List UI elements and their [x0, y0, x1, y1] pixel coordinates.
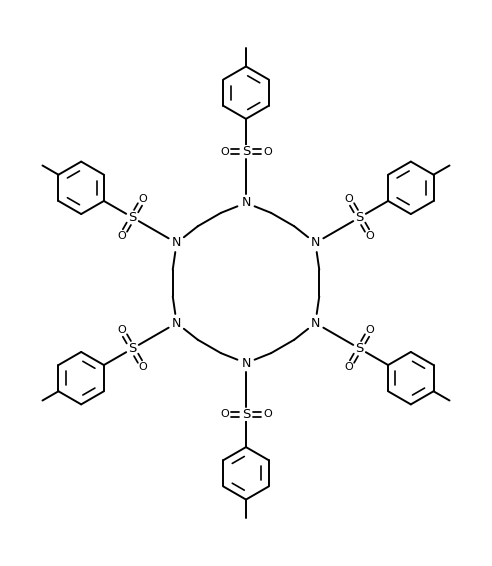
- Text: S: S: [355, 342, 364, 355]
- Text: O: O: [220, 147, 229, 157]
- Text: S: S: [128, 211, 137, 224]
- Text: N: N: [310, 316, 320, 329]
- Text: N: N: [241, 357, 251, 370]
- Text: S: S: [128, 342, 137, 355]
- Text: S: S: [242, 145, 250, 158]
- Text: N: N: [172, 316, 182, 329]
- Text: O: O: [366, 231, 374, 241]
- Text: S: S: [242, 408, 250, 421]
- Text: O: O: [118, 325, 126, 335]
- Text: O: O: [139, 362, 148, 372]
- Text: S: S: [355, 211, 364, 224]
- Text: O: O: [263, 147, 272, 157]
- Text: O: O: [344, 362, 353, 372]
- Text: O: O: [366, 325, 374, 335]
- Text: N: N: [310, 237, 320, 250]
- Text: N: N: [241, 196, 251, 209]
- Text: O: O: [263, 409, 272, 419]
- Text: O: O: [139, 194, 148, 204]
- Text: N: N: [172, 237, 182, 250]
- Text: O: O: [220, 409, 229, 419]
- Text: O: O: [118, 231, 126, 241]
- Text: O: O: [344, 194, 353, 204]
